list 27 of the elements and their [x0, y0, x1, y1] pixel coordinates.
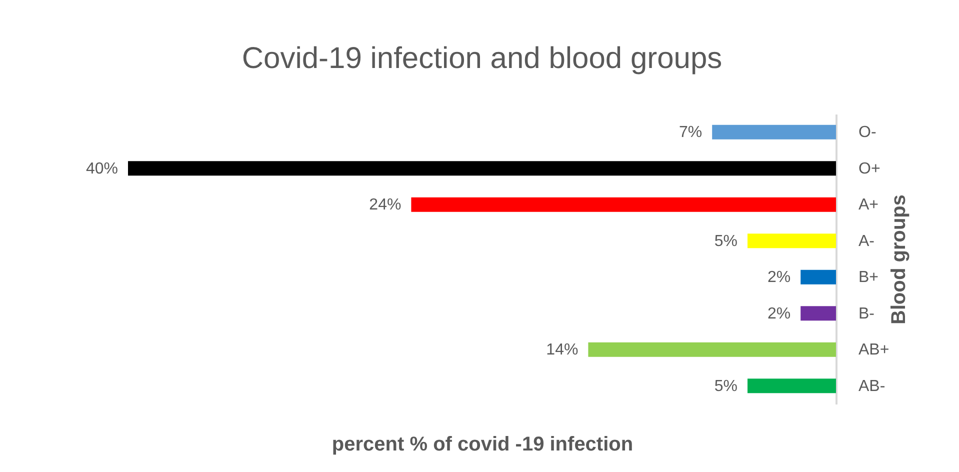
y-tick-label: A- [858, 232, 874, 250]
bar [128, 161, 836, 176]
y-tick-label: AB+ [858, 342, 890, 359]
bar [748, 378, 836, 394]
bar [800, 270, 836, 284]
data-label: 2% [767, 269, 791, 286]
y-tick-label: B+ [858, 269, 879, 286]
data-label: 14% [546, 342, 578, 359]
y-tick-label: O+ [858, 160, 880, 178]
y-tick-label: O- [858, 124, 876, 142]
data-label: 40% [86, 160, 118, 178]
data-label: 5% [714, 378, 738, 395]
y-axis-title: Blood groups [888, 194, 910, 324]
bar [800, 306, 836, 321]
x-axis-title: percent % of covid -19 infection [332, 434, 634, 456]
y-tick-label: B- [858, 305, 874, 322]
chart-title: Covid-19 infection and blood groups [242, 42, 722, 75]
data-label: 24% [369, 196, 402, 214]
bar [748, 234, 836, 248]
bar [712, 124, 836, 140]
bar [411, 197, 836, 212]
data-label: 5% [714, 232, 738, 250]
y-tick-label: A+ [858, 196, 879, 214]
data-label: 2% [767, 305, 791, 322]
bar [588, 342, 836, 357]
y-tick-label: AB- [858, 378, 886, 395]
data-label: 7% [678, 124, 702, 142]
